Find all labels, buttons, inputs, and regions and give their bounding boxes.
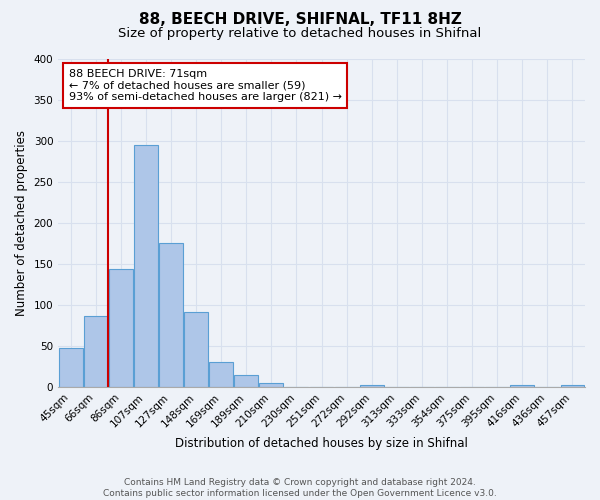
- Text: Size of property relative to detached houses in Shifnal: Size of property relative to detached ho…: [118, 28, 482, 40]
- Bar: [560, 386, 584, 387]
- Y-axis label: Number of detached properties: Number of detached properties: [15, 130, 28, 316]
- Bar: [259, 383, 283, 387]
- Text: 88 BEECH DRIVE: 71sqm
← 7% of detached houses are smaller (59)
93% of semi-detac: 88 BEECH DRIVE: 71sqm ← 7% of detached h…: [69, 69, 342, 102]
- Bar: [360, 386, 383, 387]
- Text: Contains HM Land Registry data © Crown copyright and database right 2024.
Contai: Contains HM Land Registry data © Crown c…: [103, 478, 497, 498]
- Bar: [235, 376, 258, 387]
- Text: 88, BEECH DRIVE, SHIFNAL, TF11 8HZ: 88, BEECH DRIVE, SHIFNAL, TF11 8HZ: [139, 12, 461, 28]
- Bar: [209, 362, 233, 387]
- Bar: [134, 145, 158, 387]
- Bar: [59, 348, 83, 387]
- Bar: [109, 269, 133, 387]
- X-axis label: Distribution of detached houses by size in Shifnal: Distribution of detached houses by size …: [175, 437, 468, 450]
- Bar: [511, 386, 534, 387]
- Bar: [184, 312, 208, 387]
- Bar: [84, 316, 108, 387]
- Bar: [159, 244, 183, 387]
